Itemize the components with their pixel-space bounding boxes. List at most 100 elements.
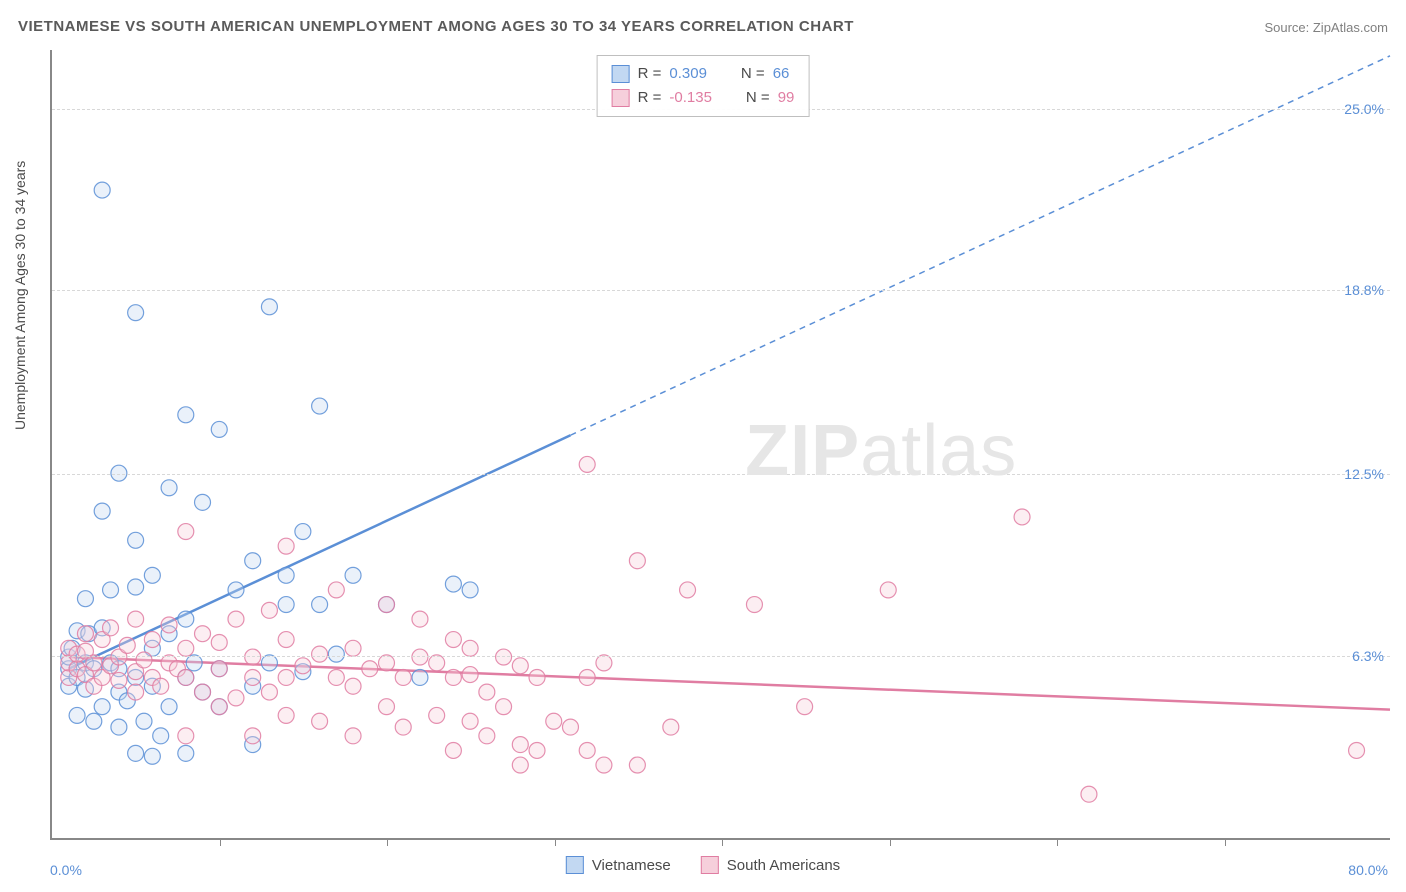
data-point-south_americans [345,678,361,694]
data-point-south_americans [579,742,595,758]
data-point-south_americans [412,649,428,665]
data-point-vietnamese [178,407,194,423]
stat-r-value: -0.135 [669,86,712,110]
data-point-south_americans [412,611,428,627]
data-point-south_americans [1081,786,1097,802]
data-point-south_americans [596,757,612,773]
data-point-vietnamese [94,503,110,519]
data-point-vietnamese [412,670,428,686]
data-point-south_americans [1014,509,1030,525]
gridline [52,474,1390,475]
data-point-vietnamese [128,745,144,761]
data-point-south_americans [278,632,294,648]
data-point-vietnamese [178,611,194,627]
data-point-vietnamese [111,465,127,481]
data-point-south_americans [462,667,478,683]
stats-swatch-icon [612,89,630,107]
data-point-south_americans [395,670,411,686]
chart-title: VIETNAMESE VS SOUTH AMERICAN UNEMPLOYMEN… [18,18,854,35]
stats-row-south_americans: R =-0.135N =99 [612,86,795,110]
x-tick [555,838,556,846]
stat-n-label: N = [741,62,765,86]
data-point-south_americans [546,713,562,729]
data-point-south_americans [261,602,277,618]
stat-r-value: 0.309 [669,62,707,86]
data-point-vietnamese [328,646,344,662]
legend-item-vietnamese: Vietnamese [566,856,671,874]
stat-n-value: 66 [773,62,790,86]
gridline [52,290,1390,291]
data-point-vietnamese [86,713,102,729]
data-point-vietnamese [261,299,277,315]
data-point-vietnamese [161,480,177,496]
data-point-south_americans [529,670,545,686]
data-point-south_americans [195,626,211,642]
stat-n-label: N = [746,86,770,110]
data-point-south_americans [144,632,160,648]
data-point-south_americans [228,690,244,706]
data-point-vietnamese [186,655,202,671]
data-point-vietnamese [278,567,294,583]
data-point-south_americans [278,538,294,554]
legend-swatch-icon [566,856,584,874]
data-point-south_americans [211,634,227,650]
x-tick [387,838,388,846]
x-tick [890,838,891,846]
data-point-vietnamese [77,591,93,607]
data-point-south_americans [86,655,102,671]
data-point-south_americans [161,617,177,633]
data-point-vietnamese [161,699,177,715]
data-point-vietnamese [245,553,261,569]
data-point-south_americans [119,637,135,653]
plot-area: 6.3%12.5%18.8%25.0% [50,50,1390,840]
data-point-vietnamese [94,182,110,198]
y-tick-label: 25.0% [1344,101,1384,117]
gridline [52,656,1390,657]
data-point-south_americans [195,684,211,700]
data-point-vietnamese [103,582,119,598]
data-point-south_americans [596,655,612,671]
data-point-south_americans [529,742,545,758]
data-point-south_americans [128,611,144,627]
data-point-vietnamese [128,579,144,595]
data-point-vietnamese [345,567,361,583]
data-point-vietnamese [278,597,294,613]
data-point-south_americans [1349,742,1365,758]
legend: Vietnamese South Americans [566,856,840,874]
data-point-south_americans [479,684,495,700]
data-point-south_americans [345,728,361,744]
data-point-south_americans [379,699,395,715]
data-point-south_americans [128,684,144,700]
data-point-south_americans [512,737,528,753]
data-point-south_americans [328,582,344,598]
data-point-south_americans [445,670,461,686]
data-point-south_americans [228,611,244,627]
data-point-south_americans [462,640,478,656]
data-point-south_americans [429,707,445,723]
data-point-south_americans [680,582,696,598]
data-point-south_americans [797,699,813,715]
legend-item-south_americans: South Americans [701,856,840,874]
data-point-vietnamese [195,494,211,510]
data-point-vietnamese [111,719,127,735]
data-point-south_americans [512,757,528,773]
legend-label: Vietnamese [592,857,671,874]
stats-swatch-icon [612,65,630,83]
data-point-south_americans [153,678,169,694]
data-point-vietnamese [178,745,194,761]
data-point-vietnamese [153,728,169,744]
data-point-south_americans [178,640,194,656]
data-point-south_americans [178,670,194,686]
data-point-south_americans [312,646,328,662]
data-point-south_americans [245,728,261,744]
data-point-south_americans [178,524,194,540]
data-point-south_americans [278,707,294,723]
data-point-south_americans [562,719,578,735]
y-axis-label: Unemployment Among Ages 30 to 34 years [12,161,28,430]
data-point-south_americans [429,655,445,671]
data-point-vietnamese [136,713,152,729]
legend-label: South Americans [727,857,840,874]
data-point-south_americans [278,670,294,686]
data-point-south_americans [345,640,361,656]
data-point-south_americans [328,670,344,686]
